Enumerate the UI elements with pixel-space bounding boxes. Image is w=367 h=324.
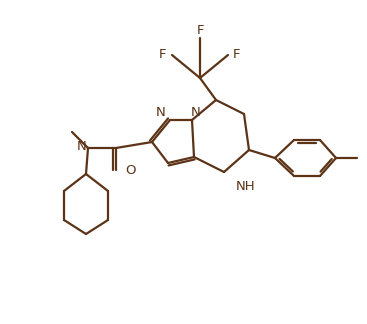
Text: O: O [125,165,135,178]
Text: F: F [159,49,167,62]
Text: F: F [196,25,204,38]
Text: N: N [191,106,201,119]
Text: N: N [76,140,86,153]
Text: NH: NH [236,179,256,192]
Text: F: F [233,49,241,62]
Text: N: N [156,107,166,120]
